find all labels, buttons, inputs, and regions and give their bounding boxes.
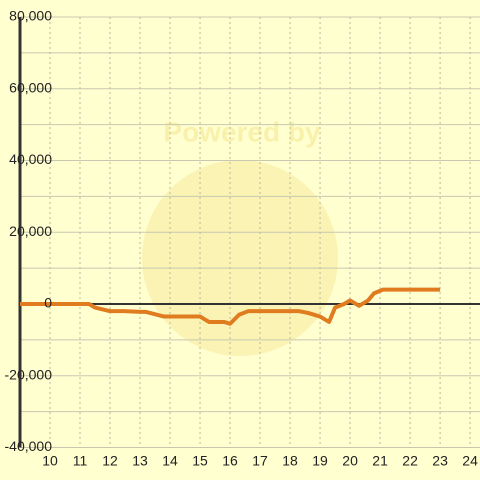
- y-tick-label: 0: [44, 295, 52, 311]
- y-tick-label: -40,000: [5, 438, 53, 454]
- x-tick-label: 20: [342, 453, 358, 469]
- y-tick-label: 20,000: [9, 223, 52, 239]
- watermark-logo: [142, 160, 338, 356]
- x-tick-label: 15: [192, 453, 208, 469]
- x-tick-label: 12: [102, 453, 118, 469]
- x-tick-label: 19: [312, 453, 328, 469]
- line: [20, 287, 441, 326]
- watermark-text: Powered by: [163, 116, 321, 147]
- x-tick-label: 11: [73, 453, 88, 469]
- y-tick-label: 60,000: [9, 79, 52, 95]
- watermark: Powered by: [142, 116, 338, 356]
- x-tick-label: 10: [42, 453, 58, 469]
- x-tick-label: 18: [282, 453, 298, 469]
- x-tick-label: 17: [252, 453, 268, 469]
- y-tick-label: -20,000: [5, 366, 53, 382]
- x-tick-label: 24: [462, 453, 478, 469]
- y-tick-label: 40,000: [9, 151, 52, 167]
- x-tick-label: 13: [132, 453, 148, 469]
- x-tick-label: 23: [432, 453, 448, 469]
- x-tick-label: 16: [222, 453, 238, 469]
- x-tick-label: 14: [162, 453, 178, 469]
- x-tick-label: 21: [372, 453, 388, 469]
- x-tick-label: 22: [402, 453, 418, 469]
- y-tick-label: 80,000: [9, 8, 52, 24]
